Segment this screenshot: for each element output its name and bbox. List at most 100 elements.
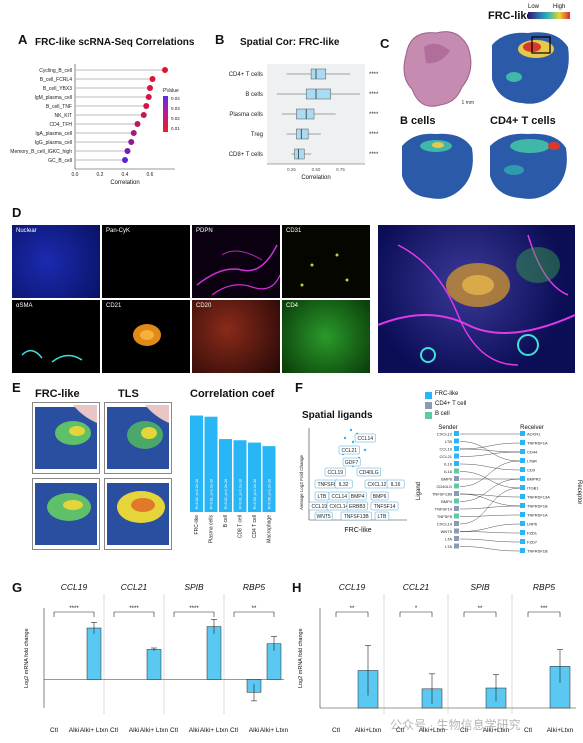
f2-link [459,487,521,525]
h-sig-stars: *** [540,606,548,612]
f1-ligand-label: CCL14 [357,436,373,442]
if-pdpn: PDPN [192,225,280,298]
if-nuclear: Nuclear [12,225,100,298]
e-bar-value-label: R=0.61, p<2.2e-16 [239,479,243,509]
h-x-category: Ctl [396,727,405,734]
h-gene-title: RBP5 [533,582,555,592]
if-cd21-label: CD21 [106,303,122,309]
b-x-axis-title: Correlation [301,175,330,181]
if-pan-cyk: Pan-CyK [102,225,190,298]
frc-legend-high: High [553,4,566,10]
cd4-t-cells-title: CD4+ T cells [490,115,556,127]
panel-a-title: FRC-like scRNA-Seq Correlations [35,37,195,48]
if-cd4: CD4 [282,300,370,373]
f2-sender-swatch [454,431,459,436]
scale-bar-label: 1 mm [461,100,475,106]
a-category-label: Cycling_B_cell [39,68,72,74]
f2-receiver-label: FZD1 [527,531,538,536]
g-bar [206,626,222,680]
b-box [294,148,305,160]
f2-sender-label: CD40LG [436,484,452,489]
a-category-label: NK_KIT [54,113,72,119]
f1-ligand-box [334,479,353,489]
f1-ligand-box [356,467,382,477]
f1-ligand-label: BMP4 [351,494,365,500]
f1-y-axis-title: Average Log2 Fold Change [299,455,304,510]
f2-receiver-label: LTBR [527,459,537,464]
panel-label-f: F [295,380,303,395]
f1-ligand-box [354,433,376,443]
e-bar [204,416,218,512]
f-legend-cd4: CD4+ T cell [435,401,467,407]
if-asma-label: αSMA [16,303,33,309]
if-cd31: CD31 [282,225,370,298]
f-legend-cd4-swatch [425,402,432,409]
h-x-category: Ctl [524,727,533,734]
b-significance: **** [369,152,379,158]
f2-sender-label: LTB [445,439,452,444]
f2-link [459,538,521,543]
f2-link [459,451,521,457]
f2-sender-label: LTA [445,537,452,542]
f2-sender-label: TNFSF14 [435,507,453,512]
h-sig-stars: * [415,606,418,612]
a-category-label: Memory_B_cell_IGKC_high [10,149,72,155]
h-x-category: Ctl [332,727,341,734]
e-frc-map-top [32,402,100,474]
h-sig-bracket [527,611,561,617]
b-x-tick-label: 0.25 [287,167,296,172]
a-lollipop-point [128,139,135,145]
b-significance: **** [369,132,379,138]
f1-ligand-box [342,457,361,467]
f1-ligand-dot [363,448,367,452]
h-gene-title: CCL21 [403,582,430,592]
f2-sender-label: CXCL14 [437,522,453,527]
f2-sender-swatch [454,506,459,511]
g-sig-stars: **** [129,606,139,612]
f2-receiver-label: TNFRSF13A [527,495,550,500]
f2-receiver-swatch [520,458,525,463]
f2-sender-label: TNFSF13B [432,492,452,497]
g-y-axis-title: Log2 mRNA fold change [24,628,30,688]
f1-ligand-label: CCL19 [327,470,343,476]
f2-sender-label: BMP4 [441,499,453,504]
b-cells-title: B cells [400,115,436,127]
e-bar-value-label: R=0.62, p<2.2e-16 [224,479,228,509]
g-bar [86,627,102,680]
frc-legend-gradient [528,12,570,19]
e-category-label: B cell [223,515,229,527]
e-tls-map-top [104,402,172,474]
a-legend-tick: 0.04 [171,96,180,101]
e-bar-value-label: R=0.59, p<2.2e-16 [253,479,257,509]
f2-link [459,471,521,489]
f2-receptor-axis: Receptor [576,480,582,504]
b-x-tick-label: 0.75 [336,167,345,172]
h-sig-bracket [463,611,497,617]
g-x-category: Ctl [50,727,59,734]
f2-receiver-label: TNFRSF1A [527,441,548,446]
if-cd21: CD21 [102,300,190,373]
panel-label-h: H [292,580,302,595]
f2-sender-swatch [454,461,459,466]
e-category-label: CD8 T cell [238,515,244,538]
f2-sender-swatch [454,446,459,451]
h-sig-stars: ** [478,606,483,612]
f2-sender-swatch [454,521,459,526]
f1-ligand-label: GDF7 [345,460,359,466]
f2-link [459,448,521,453]
cd4-t-cells-spatial-map [484,130,574,202]
h-sig-stars: ** [350,606,355,612]
f2-receiver-swatch [520,476,525,481]
f2-link [459,478,521,502]
f1-ligand-label: CCL19 [311,504,327,510]
g-sig-stars: **** [69,606,79,612]
frc-like-spatial-map [484,25,574,110]
f2-sender-swatch [454,491,459,496]
panel-b-chart: CD4+ T cells **** B cells **** Plasma cells *… [229,64,379,181]
b-category-label: Treg [251,132,263,138]
f2-sender-label: CCL19 [440,447,453,452]
f2-link [459,505,521,510]
e-bar-value-label: R=0.56, p<2.2e-16 [268,479,272,509]
b-significance: **** [369,92,379,98]
